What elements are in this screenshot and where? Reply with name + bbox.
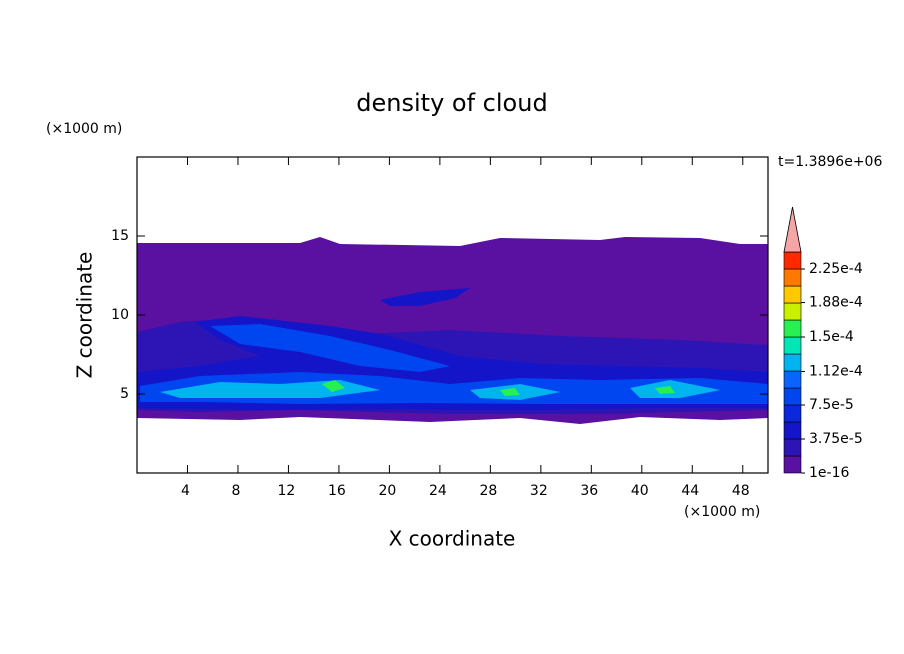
contour-field xyxy=(137,237,768,424)
x-axis-label: X coordinate xyxy=(389,527,516,551)
chart-title: density of cloud xyxy=(356,89,547,117)
y-tick-label: 10 xyxy=(111,307,129,323)
colorbar-tick-label: 7.5e-5 xyxy=(809,397,854,413)
colorbar-band xyxy=(783,438,802,457)
colorbar-band xyxy=(783,404,802,423)
colorbar-band xyxy=(783,455,802,474)
x-tick-label: 8 xyxy=(231,483,240,499)
time-label: t=1.3896e+06 xyxy=(778,154,882,170)
contour-region xyxy=(655,386,675,394)
colorbar-band xyxy=(783,370,802,389)
colorbar-tick-label: 3.75e-5 xyxy=(809,431,863,447)
contour-region xyxy=(322,380,345,392)
x-tick-label: 28 xyxy=(479,483,497,499)
x-tick-label: 16 xyxy=(328,483,346,499)
x-tick-label: 36 xyxy=(580,483,598,499)
y-tick-label: 15 xyxy=(111,228,129,244)
x-tick-label: 20 xyxy=(378,483,396,499)
colorbar-band xyxy=(783,251,802,270)
x-tick-label: 32 xyxy=(530,483,548,499)
y-unit: (×1000 m) xyxy=(46,121,122,137)
colorbar-band xyxy=(783,302,802,321)
contour-region xyxy=(210,324,450,372)
x-tick-label: 40 xyxy=(631,483,649,499)
y-tick-label: 5 xyxy=(120,386,129,402)
colorbar-band xyxy=(783,285,802,304)
x-tick-label: 48 xyxy=(732,483,750,499)
x-unit: (×1000 m) xyxy=(684,504,760,520)
contour-region xyxy=(500,388,520,396)
contour-region xyxy=(630,380,720,398)
colorbar-band xyxy=(783,268,802,287)
colorbar-band xyxy=(783,336,802,355)
colorbar-band xyxy=(783,387,802,406)
colorbar-tick-label: 1.88e-4 xyxy=(809,295,863,311)
colorbar-tick-label: 1.5e-4 xyxy=(809,329,854,345)
colorbar-tick-label: 1e-16 xyxy=(809,465,849,481)
y-axis-label: Z coordinate xyxy=(73,252,97,379)
x-tick-label: 12 xyxy=(278,483,296,499)
contour-region xyxy=(380,288,470,306)
colorbar-band xyxy=(783,319,802,338)
x-tick-label: 44 xyxy=(681,483,699,499)
colorbar-tick-label: 1.12e-4 xyxy=(809,363,863,379)
colorbar-band xyxy=(783,353,802,372)
colorbar-overflow xyxy=(783,206,802,253)
colorbar-band xyxy=(783,421,802,440)
x-tick-label: 24 xyxy=(429,483,447,499)
x-tick-label: 4 xyxy=(181,483,190,499)
colorbar-tick-label: 2.25e-4 xyxy=(809,261,863,277)
